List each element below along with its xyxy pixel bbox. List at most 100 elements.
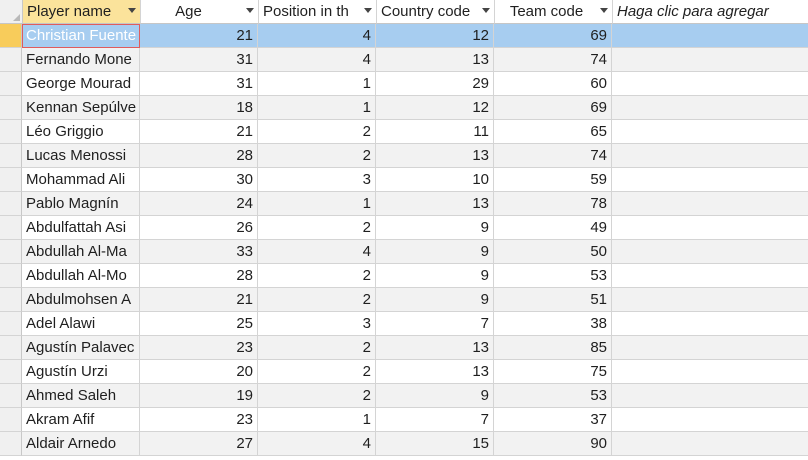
cell-country-code[interactable]: 9 bbox=[376, 288, 494, 312]
table-row[interactable]: Lucas Menossi 28 2 13 74 bbox=[0, 144, 808, 168]
cell-team-code[interactable]: 69 bbox=[494, 96, 612, 120]
cell-player-name[interactable]: Pablo Magnín bbox=[22, 192, 140, 216]
column-header-player-name[interactable]: Player name bbox=[23, 0, 141, 24]
cell-position[interactable]: 2 bbox=[258, 120, 376, 144]
cell-team-code[interactable]: 90 bbox=[494, 432, 612, 456]
cell-team-code[interactable]: 75 bbox=[494, 360, 612, 384]
table-row[interactable]: Fernando Mone 31 4 13 74 bbox=[0, 48, 808, 72]
row-selector[interactable] bbox=[0, 264, 22, 288]
cell-team-code[interactable]: 53 bbox=[494, 384, 612, 408]
row-selector[interactable] bbox=[0, 168, 22, 192]
table-row[interactable]: Ahmed Saleh 19 2 9 53 bbox=[0, 384, 808, 408]
cell-age[interactable]: 33 bbox=[140, 240, 258, 264]
cell-position[interactable]: 2 bbox=[258, 384, 376, 408]
cell-age[interactable]: 20 bbox=[140, 360, 258, 384]
cell-team-code[interactable]: 38 bbox=[494, 312, 612, 336]
cell-position[interactable]: 1 bbox=[258, 72, 376, 96]
table-row[interactable]: Abdulfattah Asi 26 2 9 49 bbox=[0, 216, 808, 240]
cell-player-name[interactable]: Christian Fuente bbox=[22, 24, 140, 48]
cell-age[interactable]: 25 bbox=[140, 312, 258, 336]
row-selector[interactable] bbox=[0, 48, 22, 72]
cell-empty[interactable] bbox=[612, 192, 808, 216]
cell-player-name[interactable]: Kennan Sepúlve bbox=[22, 96, 140, 120]
cell-empty[interactable] bbox=[612, 288, 808, 312]
cell-player-name[interactable]: Léo Griggio bbox=[22, 120, 140, 144]
table-row[interactable]: Aldair Arnedo 27 4 15 90 bbox=[0, 432, 808, 456]
column-header-country-code[interactable]: Country code bbox=[377, 0, 495, 24]
add-column-header[interactable]: Haga clic para agregar bbox=[613, 0, 808, 24]
cell-position[interactable]: 2 bbox=[258, 336, 376, 360]
column-header-age[interactable]: Age bbox=[141, 0, 259, 24]
cell-age[interactable]: 19 bbox=[140, 384, 258, 408]
cell-country-code[interactable]: 10 bbox=[376, 168, 494, 192]
cell-position[interactable]: 4 bbox=[258, 48, 376, 72]
row-selector[interactable] bbox=[0, 120, 22, 144]
table-row[interactable]: Abdulmohsen A 21 2 9 51 bbox=[0, 288, 808, 312]
dropdown-arrow-icon[interactable] bbox=[600, 8, 608, 13]
row-selector[interactable] bbox=[0, 288, 22, 312]
cell-age[interactable]: 18 bbox=[140, 96, 258, 120]
cell-country-code[interactable]: 9 bbox=[376, 216, 494, 240]
cell-team-code[interactable]: 85 bbox=[494, 336, 612, 360]
row-selector[interactable] bbox=[0, 144, 22, 168]
cell-country-code[interactable]: 12 bbox=[376, 24, 494, 48]
cell-team-code[interactable]: 69 bbox=[494, 24, 612, 48]
cell-position[interactable]: 3 bbox=[258, 168, 376, 192]
cell-player-name[interactable]: Abdullah Al-Ma bbox=[22, 240, 140, 264]
row-selector[interactable] bbox=[0, 24, 22, 48]
cell-country-code[interactable]: 12 bbox=[376, 96, 494, 120]
row-selector[interactable] bbox=[0, 336, 22, 360]
table-row[interactable]: Christian Fuente 21 4 12 69 bbox=[0, 24, 808, 48]
cell-position[interactable]: 4 bbox=[258, 24, 376, 48]
cell-position[interactable]: 2 bbox=[258, 144, 376, 168]
dropdown-arrow-icon[interactable] bbox=[246, 8, 254, 13]
cell-team-code[interactable]: 78 bbox=[494, 192, 612, 216]
cell-age[interactable]: 28 bbox=[140, 264, 258, 288]
row-selector[interactable] bbox=[0, 216, 22, 240]
cell-country-code[interactable]: 7 bbox=[376, 312, 494, 336]
cell-age[interactable]: 23 bbox=[140, 408, 258, 432]
cell-country-code[interactable]: 9 bbox=[376, 384, 494, 408]
table-row[interactable]: Adel Alawi 25 3 7 38 bbox=[0, 312, 808, 336]
cell-age[interactable]: 30 bbox=[140, 168, 258, 192]
cell-player-name[interactable]: Adel Alawi bbox=[22, 312, 140, 336]
cell-empty[interactable] bbox=[612, 144, 808, 168]
cell-age[interactable]: 23 bbox=[140, 336, 258, 360]
cell-empty[interactable] bbox=[612, 432, 808, 456]
cell-age[interactable]: 27 bbox=[140, 432, 258, 456]
cell-position[interactable]: 2 bbox=[258, 360, 376, 384]
cell-country-code[interactable]: 29 bbox=[376, 72, 494, 96]
cell-position[interactable]: 2 bbox=[258, 216, 376, 240]
cell-team-code[interactable]: 51 bbox=[494, 288, 612, 312]
dropdown-arrow-icon[interactable] bbox=[364, 8, 372, 13]
cell-team-code[interactable]: 49 bbox=[494, 216, 612, 240]
cell-empty[interactable] bbox=[612, 240, 808, 264]
row-selector[interactable] bbox=[0, 360, 22, 384]
cell-position[interactable]: 3 bbox=[258, 312, 376, 336]
cell-country-code[interactable]: 9 bbox=[376, 240, 494, 264]
cell-team-code[interactable]: 37 bbox=[494, 408, 612, 432]
select-all-corner[interactable] bbox=[0, 0, 23, 24]
cell-empty[interactable] bbox=[612, 72, 808, 96]
cell-position[interactable]: 1 bbox=[258, 96, 376, 120]
cell-position[interactable]: 1 bbox=[258, 192, 376, 216]
cell-position[interactable]: 4 bbox=[258, 432, 376, 456]
column-header-team-code[interactable]: Team code bbox=[495, 0, 613, 24]
cell-country-code[interactable]: 9 bbox=[376, 264, 494, 288]
cell-team-code[interactable]: 50 bbox=[494, 240, 612, 264]
cell-player-name[interactable]: Ahmed Saleh bbox=[22, 384, 140, 408]
cell-team-code[interactable]: 53 bbox=[494, 264, 612, 288]
table-row[interactable]: Akram Afif 23 1 7 37 bbox=[0, 408, 808, 432]
cell-empty[interactable] bbox=[612, 360, 808, 384]
table-row[interactable]: Abdullah Al-Mo 28 2 9 53 bbox=[0, 264, 808, 288]
cell-country-code[interactable]: 11 bbox=[376, 120, 494, 144]
table-row[interactable]: Abdullah Al-Ma 33 4 9 50 bbox=[0, 240, 808, 264]
table-row[interactable]: Agustín Urzi 20 2 13 75 bbox=[0, 360, 808, 384]
cell-player-name[interactable]: Abdulfattah Asi bbox=[22, 216, 140, 240]
cell-player-name[interactable]: Lucas Menossi bbox=[22, 144, 140, 168]
cell-empty[interactable] bbox=[612, 408, 808, 432]
cell-empty[interactable] bbox=[612, 168, 808, 192]
table-row[interactable]: George Mourad 31 1 29 60 bbox=[0, 72, 808, 96]
table-row[interactable]: Léo Griggio 21 2 11 65 bbox=[0, 120, 808, 144]
cell-player-name[interactable]: George Mourad bbox=[22, 72, 140, 96]
